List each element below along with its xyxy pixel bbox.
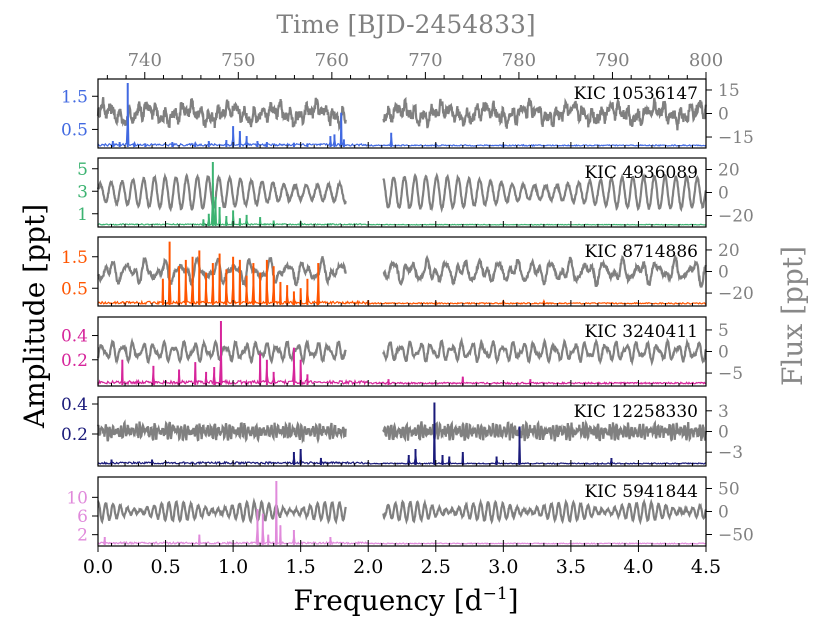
panel-kic-3240411: 0.4 0.2 50−5 KIC 3240411 (61, 316, 743, 387)
star-label: KIC 3240411 (584, 322, 698, 342)
time-tick-label: 760 (315, 50, 349, 71)
frequency-tick-label: 0.0 (83, 556, 113, 578)
time-tick-label: 780 (502, 50, 536, 71)
flux-tick-label: 0 (718, 263, 729, 283)
flux-tick-label: 3 (718, 402, 729, 422)
amplitude-tick-label: 0.5 (61, 279, 88, 299)
light-curve-segment (382, 498, 707, 526)
periodogram-line (97, 402, 707, 466)
amplitude-tick-label: 10 (66, 488, 88, 508)
frequency-axis-label-sup: −1 (483, 584, 508, 604)
flux-tick-label: −15 (718, 128, 754, 148)
flux-tick-label: 0 (718, 503, 729, 523)
light-curve-segment (96, 97, 347, 132)
amplitude-tick-label: 3 (77, 182, 88, 202)
star-label: KIC 10536147 (574, 84, 698, 104)
time-tick-label: 750 (221, 50, 255, 71)
amplitude-tick-label: 1 (77, 205, 88, 225)
panel-kic-10536147: 1.5 0.5 15 0 −15 KIC 10536147 (61, 78, 754, 149)
periodogram-line (97, 103, 707, 148)
amplitude-axis-label: Amplitude [ppt] (18, 204, 51, 429)
amplitude-tick-label: 0.2 (61, 351, 88, 371)
frequency-axis-label-main: Frequency [d (293, 584, 482, 617)
amplitude-tick-label: 5 (77, 160, 88, 180)
amplitude-tick-label: 6 (77, 507, 88, 527)
flux-tick-label: 0 (718, 105, 729, 125)
flux-tick-label: −3 (718, 443, 743, 463)
star-label: KIC 4936089 (584, 163, 698, 183)
frequency-tick-label: 1.0 (218, 556, 248, 578)
flux-tick-label: 0 (718, 423, 729, 443)
flux-tick-label: −20 (718, 207, 754, 227)
light-curve-segment (382, 419, 707, 443)
frequency-axis-label-end: ] (508, 584, 519, 617)
star-label: KIC 12258330 (574, 402, 698, 422)
star-label: KIC 8714886 (584, 242, 698, 262)
amplitude-tick-label: 0.4 (61, 395, 88, 415)
light-curve-segment (382, 172, 707, 214)
amplitude-tick-label: 1.5 (61, 248, 88, 268)
amplitude-tick-label: 1.5 (61, 87, 88, 107)
flux-tick-label: −5 (718, 364, 743, 384)
star-label: KIC 5941844 (584, 482, 698, 502)
light-curve-segment (96, 172, 347, 213)
periodogram-line (97, 341, 707, 386)
light-curve-segment (382, 96, 707, 131)
frequency-tick-label: 0.5 (150, 556, 180, 578)
panel-kic-4936089: 53 1 20 0 −20 KIC 4936089 (77, 157, 754, 228)
frequency-axis: 0.0 0.5 1.0 1.5 2.0 2.5 3.0 3.5 4.0 4.5 (83, 546, 721, 578)
periodogram-line (97, 182, 707, 227)
panel-kic-8714886: 1.5 0.5 200−20 KIC 8714886 (61, 236, 754, 307)
light-curve-segment (382, 254, 707, 288)
amplitude-tick-label: 0.2 (61, 425, 88, 445)
frequency-tick-label: 3.5 (556, 556, 586, 578)
flux-tick-label: −20 (718, 284, 754, 304)
flux-tick-label: 50 (718, 480, 740, 500)
time-axis: 740 750 760 770 780 790 800 (106, 50, 723, 79)
flux-tick-label: 20 (718, 161, 740, 181)
frequency-tick-label: 2.5 (421, 556, 451, 578)
flux-tick-label: 20 (718, 241, 740, 261)
amplitude-tick-label: 0.5 (61, 120, 88, 140)
light-curve-segment (96, 419, 347, 444)
light-curve-segment (97, 497, 347, 525)
flux-tick-label: 0 (718, 184, 729, 204)
flux-tick-label: 5 (718, 321, 729, 341)
panel-kic-12258330: 0.4 0.2 30−3 KIC 12258330 (61, 395, 743, 467)
flux-tick-label: −50 (718, 526, 754, 546)
time-tick-label: 790 (595, 50, 629, 71)
time-axis-label: Time [BJD-2454833] (276, 10, 535, 39)
flux-tick-label: 0 (718, 343, 729, 363)
time-tick-label: 770 (408, 50, 442, 71)
flux-axis-label: Flux [ppt] (776, 246, 809, 386)
time-tick-label: 800 (689, 50, 723, 71)
flux-tick-label: 15 (718, 81, 740, 101)
time-tick-label: 740 (128, 50, 162, 71)
frequency-tick-label: 4.5 (691, 556, 721, 578)
light-curve-segment (382, 336, 707, 367)
frequency-tick-label: 4.0 (623, 556, 653, 578)
frequency-tick-label: 1.5 (286, 556, 316, 578)
frequency-tick-label: 3.0 (488, 556, 518, 578)
frequency-tick-label: 2.0 (353, 556, 383, 578)
amplitude-tick-label: 2 (77, 526, 88, 546)
frequency-axis-label: Frequency [d−1] (293, 584, 518, 617)
light-curve-segment (97, 255, 347, 289)
amplitude-tick-label: 0.4 (61, 327, 88, 347)
